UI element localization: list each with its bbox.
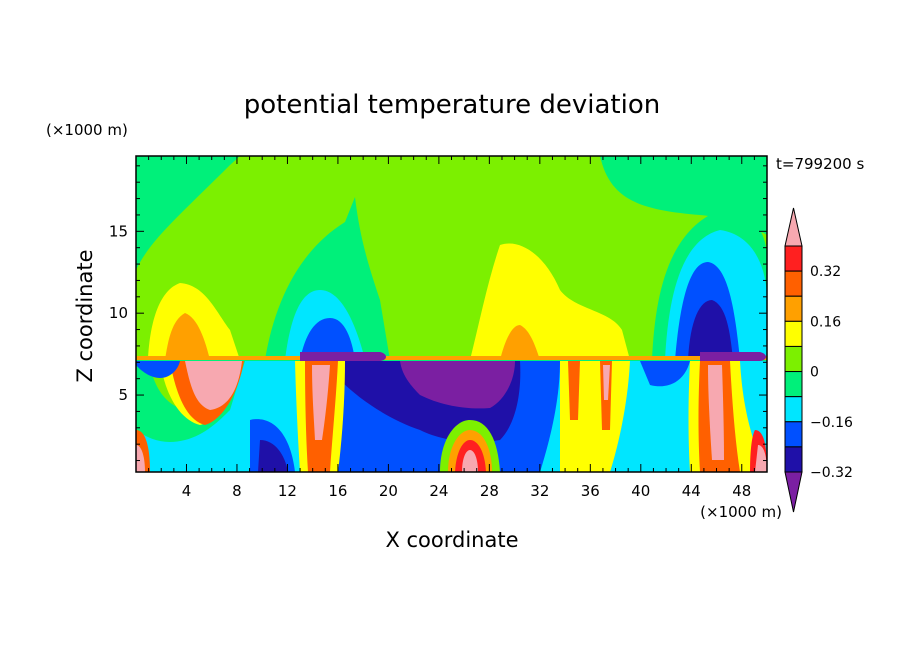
x-tick-label: 44	[682, 482, 701, 500]
colorbar-tick-label: 0.32	[810, 264, 841, 280]
colorbar-box	[784, 396, 803, 423]
colorbar-tick-label: −0.16	[810, 415, 853, 431]
colorbar-box	[784, 421, 803, 448]
x-tick-label: 16	[328, 482, 347, 500]
x-tick-label: 48	[732, 482, 751, 500]
colorbar-box	[784, 270, 803, 297]
x-tick-label: 32	[530, 482, 549, 500]
y-tick-label: 10	[109, 304, 128, 322]
colorbar-top-arrow	[784, 207, 803, 247]
y-tick-label: 15	[109, 222, 128, 240]
colorbar-box	[784, 245, 803, 272]
colorbar-box	[784, 295, 803, 322]
x-tick-label: 20	[379, 482, 398, 500]
x-tick-label: 36	[581, 482, 600, 500]
x-tick-label: 28	[480, 482, 499, 500]
x-tick-label: 4	[182, 482, 192, 500]
y-unit-label: (×1000 m)	[46, 121, 128, 139]
x-unit-label: (×1000 m)	[700, 503, 782, 521]
time-label: t=799200 s	[776, 155, 864, 173]
contour-field	[136, 156, 767, 472]
x-tick-label: 24	[429, 482, 448, 500]
x-axis-label: X coordinate	[385, 528, 518, 552]
colorbar-bottom-arrow	[784, 471, 803, 513]
y-axis-label: Z coordinate	[73, 249, 97, 382]
colorbar-box	[784, 320, 803, 347]
colorbar-box	[784, 371, 803, 398]
x-tick-label: 12	[278, 482, 297, 500]
y-tick-label: 5	[118, 386, 128, 404]
colorbar-tick-label: 0.16	[810, 314, 841, 330]
colorbar: 0.32 0.16 0 −0.16 −0.32	[784, 207, 853, 513]
y-axis: 5 10 15	[109, 165, 767, 462]
colorbar-box	[784, 345, 803, 373]
x-tick-label: 40	[631, 482, 650, 500]
colorbar-tick-label: −0.32	[810, 465, 853, 481]
colorbar-tick-label: 0	[810, 365, 819, 381]
x-tick-label: 8	[232, 482, 242, 500]
x-axis: 4 8 12 16 20 24 28 32 36 40 44 48	[148, 156, 755, 500]
chart-title: potential temperature deviation	[244, 90, 660, 120]
colorbar-box	[784, 446, 803, 473]
